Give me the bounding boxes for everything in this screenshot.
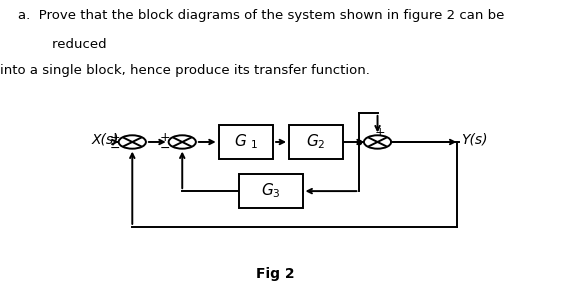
Text: −: −: [160, 142, 171, 155]
Text: a.  Prove that the block diagrams of the system shown in figure 2 can be: a. Prove that the block diagrams of the …: [18, 9, 504, 22]
Text: −: −: [110, 142, 120, 155]
FancyBboxPatch shape: [219, 125, 273, 159]
Text: Y(s): Y(s): [462, 133, 488, 147]
Text: Fig 2: Fig 2: [256, 267, 295, 281]
Text: +: +: [159, 131, 171, 144]
Text: +: +: [110, 131, 120, 144]
Text: reduced: reduced: [18, 38, 106, 51]
Text: $G\ _1$: $G\ _1$: [233, 133, 258, 151]
FancyBboxPatch shape: [289, 125, 343, 159]
Text: +: +: [375, 126, 386, 139]
Text: $G_3$: $G_3$: [261, 182, 281, 200]
Text: into a single block, hence produce its transfer function.: into a single block, hence produce its t…: [0, 64, 370, 77]
Text: X(s): X(s): [91, 133, 119, 147]
FancyBboxPatch shape: [239, 174, 302, 208]
Text: $G_2$: $G_2$: [306, 133, 326, 151]
